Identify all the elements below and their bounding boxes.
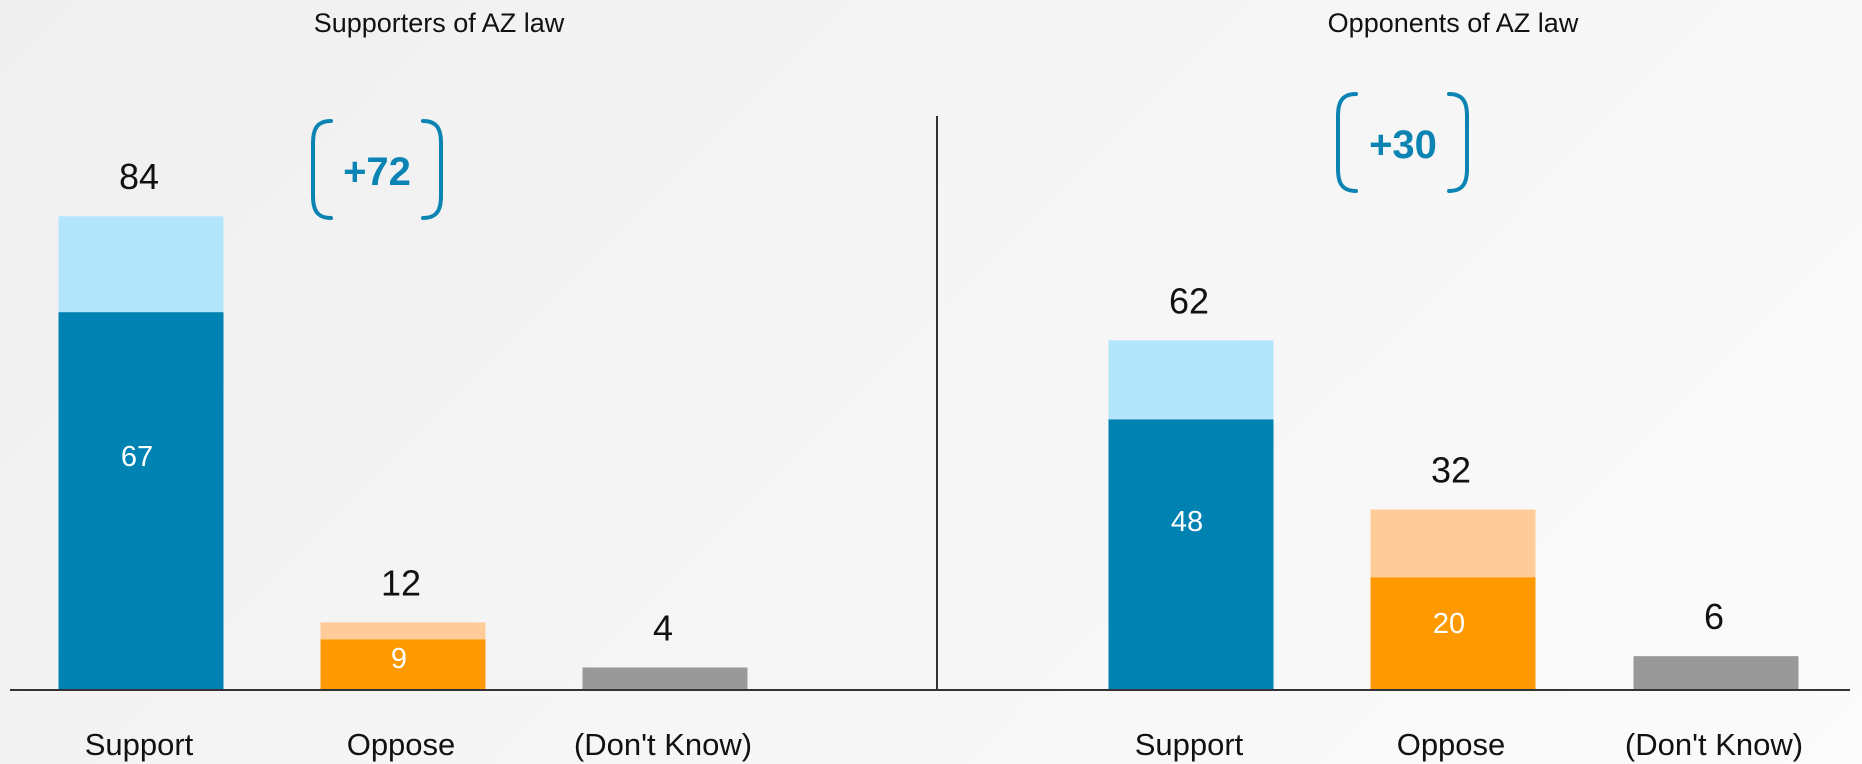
inner-value-label: 9: [391, 643, 407, 675]
category-label: (Don't Know): [574, 727, 752, 762]
total-value-label: 6: [1704, 596, 1724, 637]
total-value-label: 32: [1431, 450, 1471, 491]
net-bracket-right: [1447, 92, 1469, 193]
panel-title: Supporters of AZ law: [314, 8, 565, 38]
support-bar-strong: [58, 312, 224, 690]
inner-value-label: 20: [1433, 608, 1465, 640]
oppose-bar-soft: [320, 622, 486, 640]
oppose-bar-strong: [1370, 577, 1536, 690]
total-value-label: 12: [381, 562, 421, 603]
inner-value-label: 48: [1171, 506, 1203, 538]
don-t-know--bar-strong: [582, 667, 748, 690]
net-difference-label: +30: [1369, 123, 1437, 167]
category-label: (Don't Know): [1625, 727, 1803, 762]
support-bar-strong: [1108, 419, 1274, 690]
total-value-label: 62: [1169, 280, 1209, 321]
support-bar-soft: [1108, 340, 1274, 420]
category-label: Oppose: [347, 727, 456, 762]
oppose-bar-soft: [1370, 509, 1536, 578]
oppose-bar-strong: [320, 639, 486, 690]
net-bracket-right: [421, 119, 443, 220]
inner-value-label: 67: [121, 441, 153, 473]
don-t-know--bar-strong: [1633, 656, 1799, 690]
category-label: Oppose: [1397, 727, 1506, 762]
supporters-panel: Supporters of AZ law 67 84 Support 9 12 Oppose…: [58, 8, 752, 762]
total-value-label: 84: [119, 156, 159, 197]
opponents-panel: Opponents of AZ law 48 62 Support 20 32 Oppose…: [1108, 8, 1803, 762]
total-value-label: 4: [653, 607, 673, 648]
net-difference-label: +72: [343, 150, 411, 194]
net-bracket-left: [311, 119, 333, 220]
net-bracket-left: [1336, 92, 1358, 193]
support-bar-soft: [58, 216, 224, 313]
panel-title: Opponents of AZ law: [1328, 8, 1579, 38]
category-label: Support: [1135, 727, 1244, 762]
category-label: Support: [85, 727, 194, 762]
